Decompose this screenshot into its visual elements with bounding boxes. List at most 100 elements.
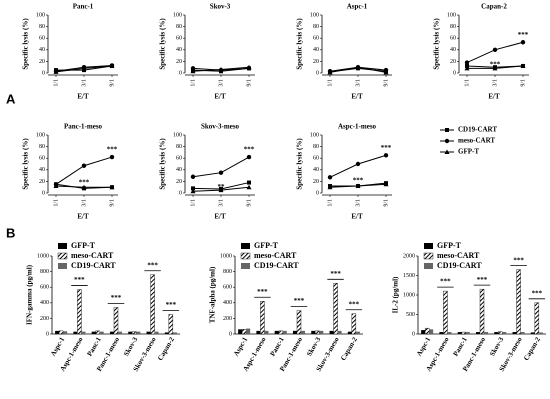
y-tick-label: 20 — [176, 59, 182, 65]
x-tick-label: Panc-1 — [269, 335, 286, 357]
legend-label: CD19-CART — [458, 126, 497, 134]
y-tick-label: 0 — [42, 70, 45, 76]
y-tick-label: 60 — [176, 156, 182, 162]
bar — [113, 307, 119, 335]
marker — [247, 180, 251, 185]
bar — [99, 331, 104, 334]
y-tick-label: 80 — [313, 24, 319, 30]
bar — [150, 274, 155, 335]
y-tick-label: 800 — [40, 269, 49, 275]
y-tick-label: 0 — [316, 190, 319, 196]
bar — [498, 331, 503, 335]
y-tick-label: 80 — [39, 144, 45, 150]
annotation: *** — [294, 297, 305, 305]
y-axis-label: TNF-alpha (pg/ml) — [209, 266, 217, 323]
y-tick-label: 80 — [313, 144, 319, 150]
marker — [327, 175, 333, 180]
y-tick-label: 80 — [39, 24, 45, 30]
y-tick-label: 40 — [176, 167, 182, 173]
bar — [278, 330, 283, 335]
marker — [190, 174, 196, 179]
y-tick-label: 0 — [316, 70, 319, 76]
x-tick-label: Aspc-1 — [232, 335, 249, 357]
marker — [464, 65, 470, 71]
bar — [256, 330, 261, 334]
y-tick-label: 0 — [179, 70, 182, 76]
x-axis-label: E/T — [77, 93, 89, 101]
y-tick-label: 20 — [176, 179, 182, 185]
legend-label: CD19-CART — [254, 261, 299, 270]
bar — [502, 332, 507, 334]
legend-swatch — [58, 243, 67, 249]
bar — [128, 331, 133, 334]
x-tick-label: 1/1 — [53, 199, 59, 207]
legend-label: meso-CART — [254, 251, 297, 260]
marker — [383, 181, 389, 187]
annotation: *** — [490, 61, 501, 69]
bar — [55, 330, 60, 334]
marker — [246, 184, 252, 190]
marker — [53, 183, 59, 189]
annotation: *** — [166, 301, 177, 309]
x-tick-label: 3/1 — [81, 79, 87, 87]
x-tick-label: 9/1 — [520, 79, 526, 87]
y-tick-label: 40 — [176, 47, 182, 53]
bar — [81, 331, 86, 334]
bar — [274, 330, 279, 334]
marker — [355, 183, 361, 189]
bar — [516, 269, 521, 335]
y-tick-label: 100 — [447, 12, 456, 18]
x-tick-label: Capan-2 — [156, 335, 176, 362]
x-tick-label: 3/1 — [218, 199, 224, 207]
y-tick-label: 80 — [176, 144, 182, 150]
legend-label: GFP-T — [437, 241, 462, 250]
marker — [81, 163, 87, 168]
bar — [238, 329, 243, 334]
y-tick-label: 100 — [173, 12, 182, 18]
y-axis-label: IL-2 (pg/ml) — [392, 276, 400, 313]
x-tick-label: 1/1 — [327, 199, 333, 207]
y-tick-label: 20 — [39, 179, 45, 185]
panel-label: B — [6, 225, 15, 240]
bar — [447, 332, 452, 334]
bar — [132, 331, 137, 335]
y-axis-label: Specific lysis (%) — [159, 18, 167, 70]
bar — [439, 332, 444, 334]
y-tick-label: 1000 — [37, 253, 49, 259]
y-tick-label: 0 — [412, 331, 415, 337]
marker — [246, 64, 252, 70]
annotation: *** — [381, 144, 392, 152]
marker — [383, 153, 389, 158]
marker — [109, 154, 115, 160]
bar — [164, 332, 169, 334]
marker — [355, 161, 361, 167]
bar — [424, 327, 430, 335]
x-tick-label: 1/1 — [53, 79, 59, 87]
x-tick-label: Capan-2 — [522, 335, 542, 362]
chart-title: Capan-2 — [481, 3, 507, 11]
x-axis-label: E/T — [351, 93, 363, 101]
y-tick-label: 100 — [310, 132, 319, 138]
legend-swatch — [241, 243, 250, 249]
bar — [63, 331, 68, 334]
legend-label: CD19-CART — [437, 261, 482, 270]
x-tick-label: Aspc-1 — [415, 335, 432, 357]
annotation: *** — [107, 146, 118, 154]
x-tick-label: 1/1 — [190, 199, 196, 207]
y-axis-label: Specific lysis (%) — [22, 138, 30, 190]
y-tick-label: 60 — [39, 36, 45, 42]
x-tick-label: 3/1 — [492, 79, 498, 87]
legend-label: meso-CART — [71, 251, 114, 260]
x-tick-label: 3/1 — [355, 199, 361, 207]
x-tick-label: 9/1 — [109, 199, 115, 207]
legend-swatch — [240, 252, 251, 260]
marker — [218, 67, 224, 72]
bar — [172, 332, 177, 334]
bar — [333, 283, 338, 335]
bar — [512, 332, 517, 334]
bar — [494, 332, 499, 334]
bar — [154, 331, 159, 334]
y-tick-label: 20 — [313, 179, 319, 185]
bar — [465, 332, 470, 334]
y-tick-label: 400 — [40, 300, 49, 306]
